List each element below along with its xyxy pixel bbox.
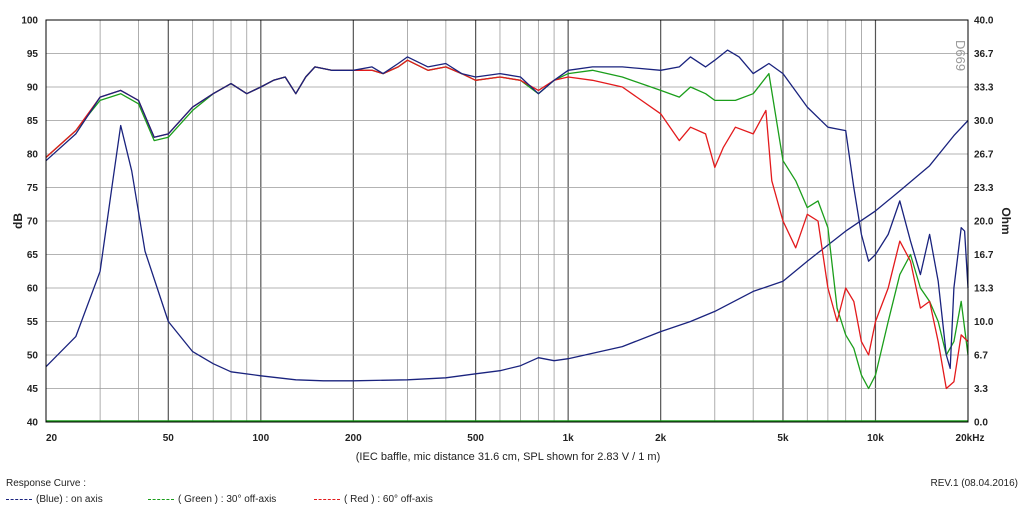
x-tick-label: 20kHz <box>956 433 985 444</box>
y-tick-label: 40 <box>27 418 39 429</box>
y-right-tick-label: 40.0 <box>974 16 994 27</box>
legend-label-red: ( Red ) : 60° off-axis <box>344 494 433 505</box>
y-tick-label: 95 <box>27 49 39 60</box>
legend-item-blue: (Blue) : on axis <box>6 494 103 505</box>
y-tick-label: 100 <box>21 16 38 27</box>
legend-label-blue: (Blue) : on axis <box>36 494 103 505</box>
watermark: D669 <box>953 40 968 71</box>
y-tick-label: 90 <box>27 83 39 94</box>
y-tick-label: 60 <box>27 284 39 295</box>
y-tick-label: 80 <box>27 150 39 161</box>
y-tick-label: 50 <box>27 351 39 362</box>
legend-heading: Response Curve : <box>6 478 87 489</box>
y-tick-label: 45 <box>27 384 39 395</box>
x-tick-label: 1k <box>563 433 575 444</box>
x-tick-label: 500 <box>467 433 484 444</box>
plot-frame <box>45 19 969 423</box>
x-tick-label: 50 <box>163 433 175 444</box>
y-right-tick-label: 13.3 <box>974 284 994 295</box>
legend-swatch-red <box>314 498 340 500</box>
y-right-tick-label: 33.3 <box>974 83 994 94</box>
legend-swatch-blue <box>6 498 32 500</box>
series-line-green <box>45 59 969 390</box>
legend-item-green: ( Green ) : 30° off-axis <box>148 494 276 505</box>
tick-labels: 100 95 90 85 80 75 70 65 60 55 50 45 40 40.0 36.7 33.3 3… <box>21 16 994 445</box>
grid <box>46 20 968 422</box>
y-right-tick-label: 20.0 <box>974 217 994 228</box>
y-right-tick-label: 30.0 <box>974 116 994 127</box>
legend-label-green: ( Green ) : 30° off-axis <box>178 494 277 505</box>
y-tick-label: 85 <box>27 116 39 127</box>
y-tick-label: 55 <box>27 317 39 328</box>
x-axis-title: (IEC baffle, mic distance 31.6 cm, SPL s… <box>356 451 660 463</box>
x-tick-label: 20 <box>46 433 58 444</box>
y-tick-label: 70 <box>27 217 39 228</box>
y-tick-label: 65 <box>27 250 39 261</box>
series-line-blue <box>45 49 969 370</box>
y-right-axis-title: Ohm <box>999 207 1013 234</box>
x-tick-label: 100 <box>252 433 269 444</box>
revision-label: REV.1 (08.04.2016) <box>930 478 1018 489</box>
y-axis-title: dB <box>11 213 25 229</box>
y-right-tick-label: 16.7 <box>974 250 994 261</box>
series-line-red <box>45 59 969 390</box>
y-right-tick-label: 10.0 <box>974 317 994 328</box>
y-right-tick-label: 6.7 <box>974 351 988 362</box>
series-layer <box>45 49 969 422</box>
x-tick-label: 10k <box>867 433 884 444</box>
x-tick-label: 200 <box>345 433 362 444</box>
legend-item-red: ( Red ) : 60° off-axis <box>314 494 433 505</box>
y-right-tick-label: 23.3 <box>974 183 994 194</box>
series-line-impedance <box>45 120 969 382</box>
y-tick-label: 75 <box>27 183 39 194</box>
x-tick-label: 2k <box>655 433 667 444</box>
legend-swatch-green <box>148 498 174 500</box>
y-right-tick-label: 3.3 <box>974 384 988 395</box>
x-tick-label: 5k <box>777 433 789 444</box>
y-right-tick-label: 26.7 <box>974 150 994 161</box>
y-right-tick-label: 0.0 <box>974 418 988 429</box>
y-right-tick-label: 36.7 <box>974 49 994 60</box>
